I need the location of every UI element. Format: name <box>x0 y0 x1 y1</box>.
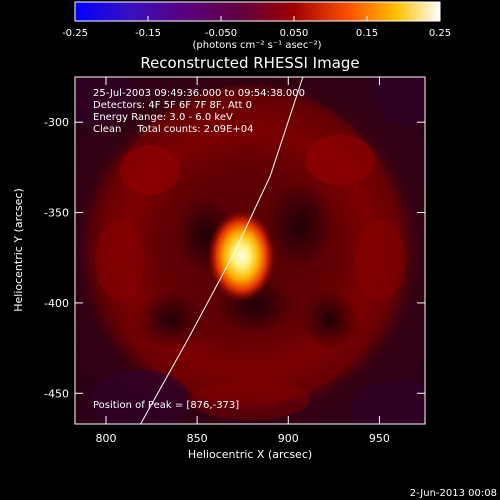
heatmap-image <box>75 77 425 424</box>
plot-frame <box>74 76 426 425</box>
y-tick-label: -400 <box>44 297 69 310</box>
colorbar-tick-label: 0.15 <box>356 28 378 39</box>
colorbar-ticks: -0.25 -0.15 -0.050 0.050 0.15 0.25 <box>62 16 451 39</box>
chart-title: Reconstructed RHESSI Image <box>140 54 359 72</box>
x-tick-label: 950 <box>369 432 390 445</box>
colorbar-tick-label: -0.050 <box>205 28 237 39</box>
x-tick-label: 800 <box>95 432 116 445</box>
y-axis-label: Heliocentric Y (arcsec) <box>12 188 25 312</box>
annotation-clean: Clean Total counts: 2.09E+04 <box>93 124 253 135</box>
peak-source <box>207 210 276 303</box>
colorbar <box>74 1 441 22</box>
colorbar-tick-label: -0.15 <box>135 28 161 39</box>
annotation-peak-position: Position of Peak = [876,-373] <box>93 400 239 411</box>
solar-limb-curve <box>140 77 304 424</box>
colorbar-tick-label: -0.25 <box>62 28 88 39</box>
y-tick-label: -450 <box>44 387 69 400</box>
x-tick-label: 850 <box>187 432 208 445</box>
y-tick-label: -300 <box>44 116 69 129</box>
colorbar-tick-label: 0.25 <box>429 28 451 39</box>
colorbar-tick-label: 0.050 <box>280 28 309 39</box>
annotation-energy: Energy Range: 3.0 - 6.0 keV <box>93 112 233 123</box>
y-axis-ticks: -300 -350 -400 -450 <box>44 116 425 400</box>
x-axis-ticks: 800 850 900 950 <box>95 77 390 445</box>
y-tick-label: -350 <box>44 207 69 220</box>
x-tick-label: 900 <box>278 432 299 445</box>
colorbar-unit-label: (photons cm⁻² s⁻¹ asec⁻²) <box>192 40 321 51</box>
annotation-detectors: Detectors: 4F 5F 6F 7F 8F, Att 0 <box>93 100 252 111</box>
footer-date: 2-Jun-2013 00:08 <box>410 488 497 499</box>
x-axis-label: Heliocentric X (arcsec) <box>188 448 312 461</box>
annotation-time-range: 25-Jul-2003 09:49:36.000 to 09:54:38.000 <box>93 88 305 99</box>
